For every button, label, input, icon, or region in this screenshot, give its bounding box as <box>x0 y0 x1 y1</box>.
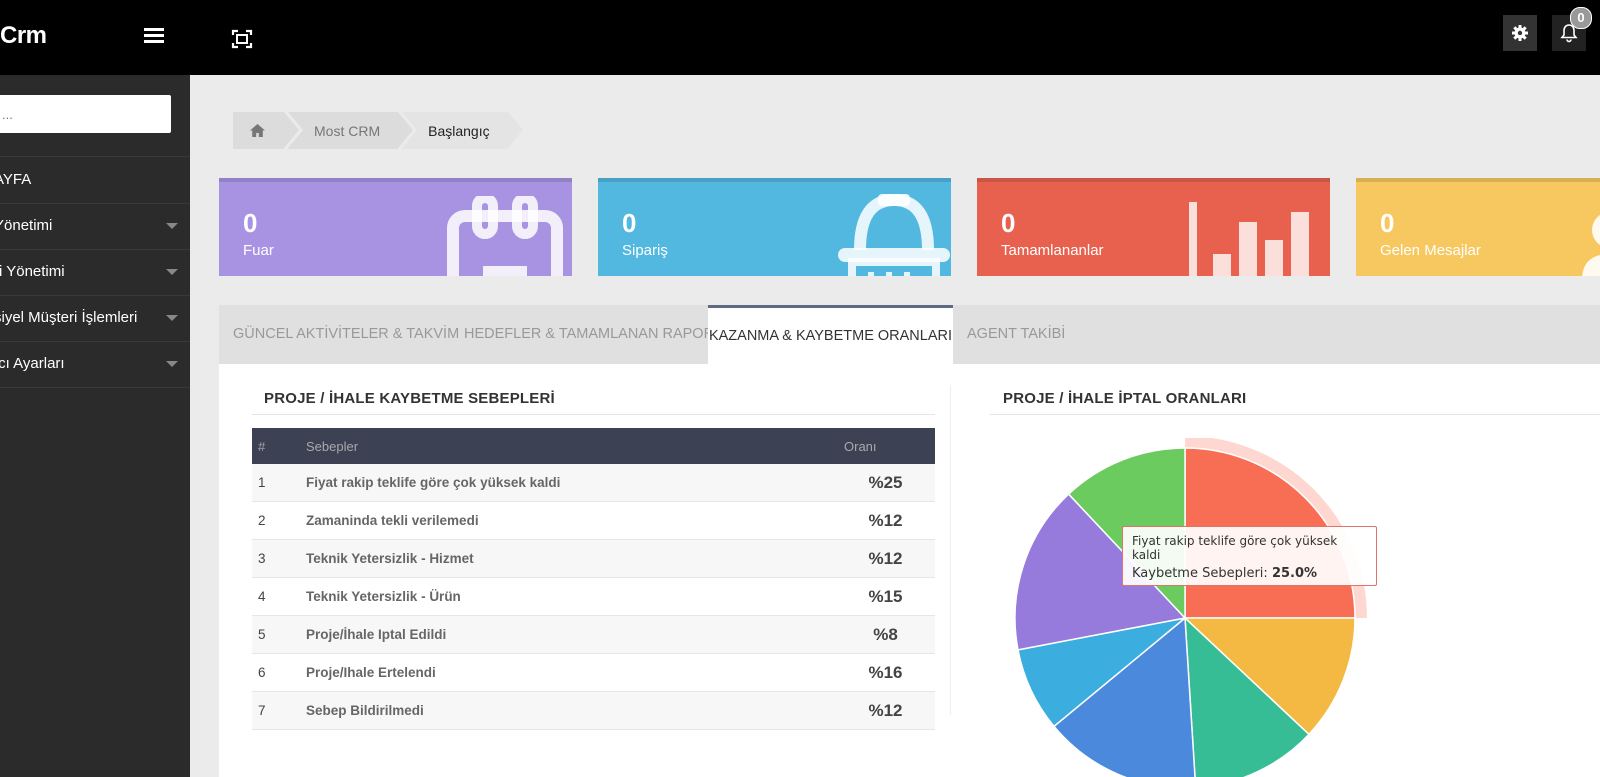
home-icon <box>250 124 265 137</box>
section-divider <box>990 414 1600 415</box>
column-header-reason: Sebepler <box>305 428 836 464</box>
stat-card-completed[interactable]: 0 Tamamlananlar <box>977 178 1330 276</box>
caret-down-icon <box>166 269 178 275</box>
breadcrumb-current: Başlangıç <box>402 112 524 149</box>
table-row: 2 Zamaninda tekli verilemedi %12 <box>252 501 935 540</box>
row-reason: Zamaninda tekli verilemedi <box>305 501 836 540</box>
breadcrumb: Most CRM Başlangıç <box>233 112 524 149</box>
top-bar: Crm 0 <box>0 0 1600 75</box>
column-header-index: # <box>252 428 305 464</box>
caret-down-icon <box>166 315 178 321</box>
notifications-button[interactable]: 0 <box>1552 7 1592 51</box>
table-row: 6 Proje/Ihale Ertelendi %16 <box>252 653 935 692</box>
fullscreen-icon[interactable] <box>231 29 253 49</box>
row-rate: %12 <box>836 501 935 540</box>
pie-slice-3[interactable]: Teknik Yetersizlik - Hizmet <box>1184 616 1310 777</box>
breadcrumb-item[interactable]: Most CRM <box>288 112 414 149</box>
sidebar-item-label: siyel Müşteri İşlemleri <box>0 309 138 326</box>
stat-value: 0 <box>622 208 637 238</box>
row-reason: Teknik Yetersizlik - Hizmet <box>305 539 836 578</box>
tab-agent-tracking[interactable]: AGENT TAKİBİ <box>967 326 1066 342</box>
stat-label: Gelen Mesajlar <box>1380 242 1481 259</box>
cancel-rates-pie-chart: Fiyat rakip teklife göre çok yüksek kald… <box>1014 438 1367 777</box>
sidebar-item-label: ri Yönetimi <box>0 263 65 280</box>
stat-card-messages[interactable]: 0 Gelen Mesajlar <box>1356 178 1600 276</box>
row-reason: Proje/İhale Iptal Edildi <box>305 615 836 654</box>
tooltip-title: Fiyat rakip teklife göre çok yüksek kald… <box>1132 534 1338 562</box>
loss-reasons-table: # Sebepler Oranı 1 Fiyat rakip teklife gö… <box>252 428 935 730</box>
sidebar-item-label: Yönetimi <box>0 217 53 234</box>
tab-win-loss-rates[interactable]: KAZANMA & KAYBETME ORANLARI <box>708 305 953 364</box>
row-index: 1 <box>252 464 305 502</box>
sidebar-item-user-settings[interactable]: ıcı Ayarları <box>0 341 190 388</box>
tooltip-series-name: Kaybetme Sebepleri: <box>1132 566 1268 581</box>
bar-chart-icon <box>1189 202 1309 276</box>
pie-slice-4[interactable]: Teknik Yetersizlik - Ürün <box>1052 616 1196 777</box>
sidebar-item-home[interactable]: AYFA <box>0 157 190 204</box>
row-reason: Sebep Bildirilmedi <box>305 691 836 730</box>
stat-value: 0 <box>243 208 258 238</box>
table-row: 1 Fiyat rakip teklife göre çok yüksek kal… <box>252 464 935 502</box>
sidebar: AYFA Yönetimi ri Yönetimi siyel Müşteri … <box>0 75 190 777</box>
pie-slice-6[interactable]: Proje/Ihale Ertelendi <box>1014 493 1187 651</box>
caret-down-icon <box>166 361 178 367</box>
column-header-rate: Oranı <box>836 428 935 464</box>
stat-label: Tamamlananlar <box>1001 242 1104 259</box>
row-index: 2 <box>252 501 305 540</box>
row-index: 3 <box>252 539 305 578</box>
row-rate: %12 <box>836 691 935 730</box>
table-row: 7 Sebep Bildirilmedi %12 <box>252 691 935 730</box>
sidebar-search-input[interactable] <box>0 95 171 133</box>
stat-card-fair[interactable]: 0 Fuar <box>219 178 572 276</box>
row-index: 7 <box>252 691 305 730</box>
cancel-rates-title: PROJE / İHALE İPTAL ORANLARI <box>1003 390 1247 407</box>
stat-label: Sipariş <box>622 242 668 259</box>
row-index: 4 <box>252 577 305 616</box>
table-header-row: # Sebepler Oranı <box>252 428 935 464</box>
notification-count-badge: 0 <box>1570 7 1592 29</box>
row-index: 5 <box>252 615 305 654</box>
tab-bar: GÜNCEL AKTİVİTELER & TAKVİM HEDEFLER & T… <box>219 305 1600 364</box>
tooltip-value: 25.0% <box>1271 566 1318 581</box>
row-rate: %25 <box>836 464 935 502</box>
stat-value: 0 <box>1380 208 1395 238</box>
table-row: 5 Proje/İhale Iptal Edildi %8 <box>252 615 935 654</box>
caret-down-icon <box>166 223 178 229</box>
row-index: 6 <box>252 653 305 692</box>
row-reason: Teknik Yetersizlik - Ürün <box>305 577 836 616</box>
menu-toggle-icon[interactable] <box>144 28 164 44</box>
tab-activities-calendar[interactable]: GÜNCEL AKTİVİTELER & TAKVİM <box>233 326 460 342</box>
sidebar-item-label: ıcı Ayarları <box>0 355 65 372</box>
sidebar-divider <box>0 156 190 157</box>
calendar-icon <box>447 196 563 276</box>
row-reason: Proje/Ihale Ertelendi <box>305 653 836 692</box>
row-rate: %16 <box>836 653 935 692</box>
table-row: 4 Teknik Yetersizlik - Ürün %15 <box>252 577 935 616</box>
row-rate: %15 <box>836 577 935 616</box>
settings-button[interactable] <box>1503 15 1537 51</box>
basket-icon <box>838 193 950 276</box>
tab-targets-report[interactable]: HEDEFLER & TAMAMLANAN RAPORU <box>464 326 725 342</box>
row-rate: %12 <box>836 539 935 578</box>
tooltip-value-line: Kaybetme Sebepleri: 25.0% <box>1132 566 1367 581</box>
sidebar-item-potential-customers[interactable]: siyel Müşteri İşlemleri <box>0 295 190 342</box>
table-row: 3 Teknik Yetersizlik - Hizmet %12 <box>252 539 935 578</box>
section-divider <box>252 414 935 415</box>
stat-card-order[interactable]: 0 Sipariş <box>598 178 951 276</box>
gear-icon <box>1512 25 1528 41</box>
user-icon <box>1582 215 1600 276</box>
row-rate: %8 <box>836 615 935 654</box>
sidebar-item-management[interactable]: Yönetimi <box>0 203 190 250</box>
stat-label: Fuar <box>243 242 274 259</box>
brand-logo[interactable]: Crm <box>0 22 47 49</box>
chart-tooltip: Fiyat rakip teklife göre çok yüksek kald… <box>1122 526 1377 586</box>
stat-value: 0 <box>1001 208 1016 238</box>
pie-slice-2[interactable]: Zamaninda tekli verilemedi <box>1183 617 1356 736</box>
column-divider <box>950 385 951 715</box>
sidebar-item-customer-management[interactable]: ri Yönetimi <box>0 249 190 296</box>
row-reason: Fiyat rakip teklife göre çok yüksek kald… <box>305 464 836 502</box>
loss-reasons-title: PROJE / İHALE KAYBETME SEBEPLERİ <box>264 390 555 407</box>
sidebar-item-label: AYFA <box>0 171 32 188</box>
breadcrumb-home[interactable] <box>233 112 299 149</box>
